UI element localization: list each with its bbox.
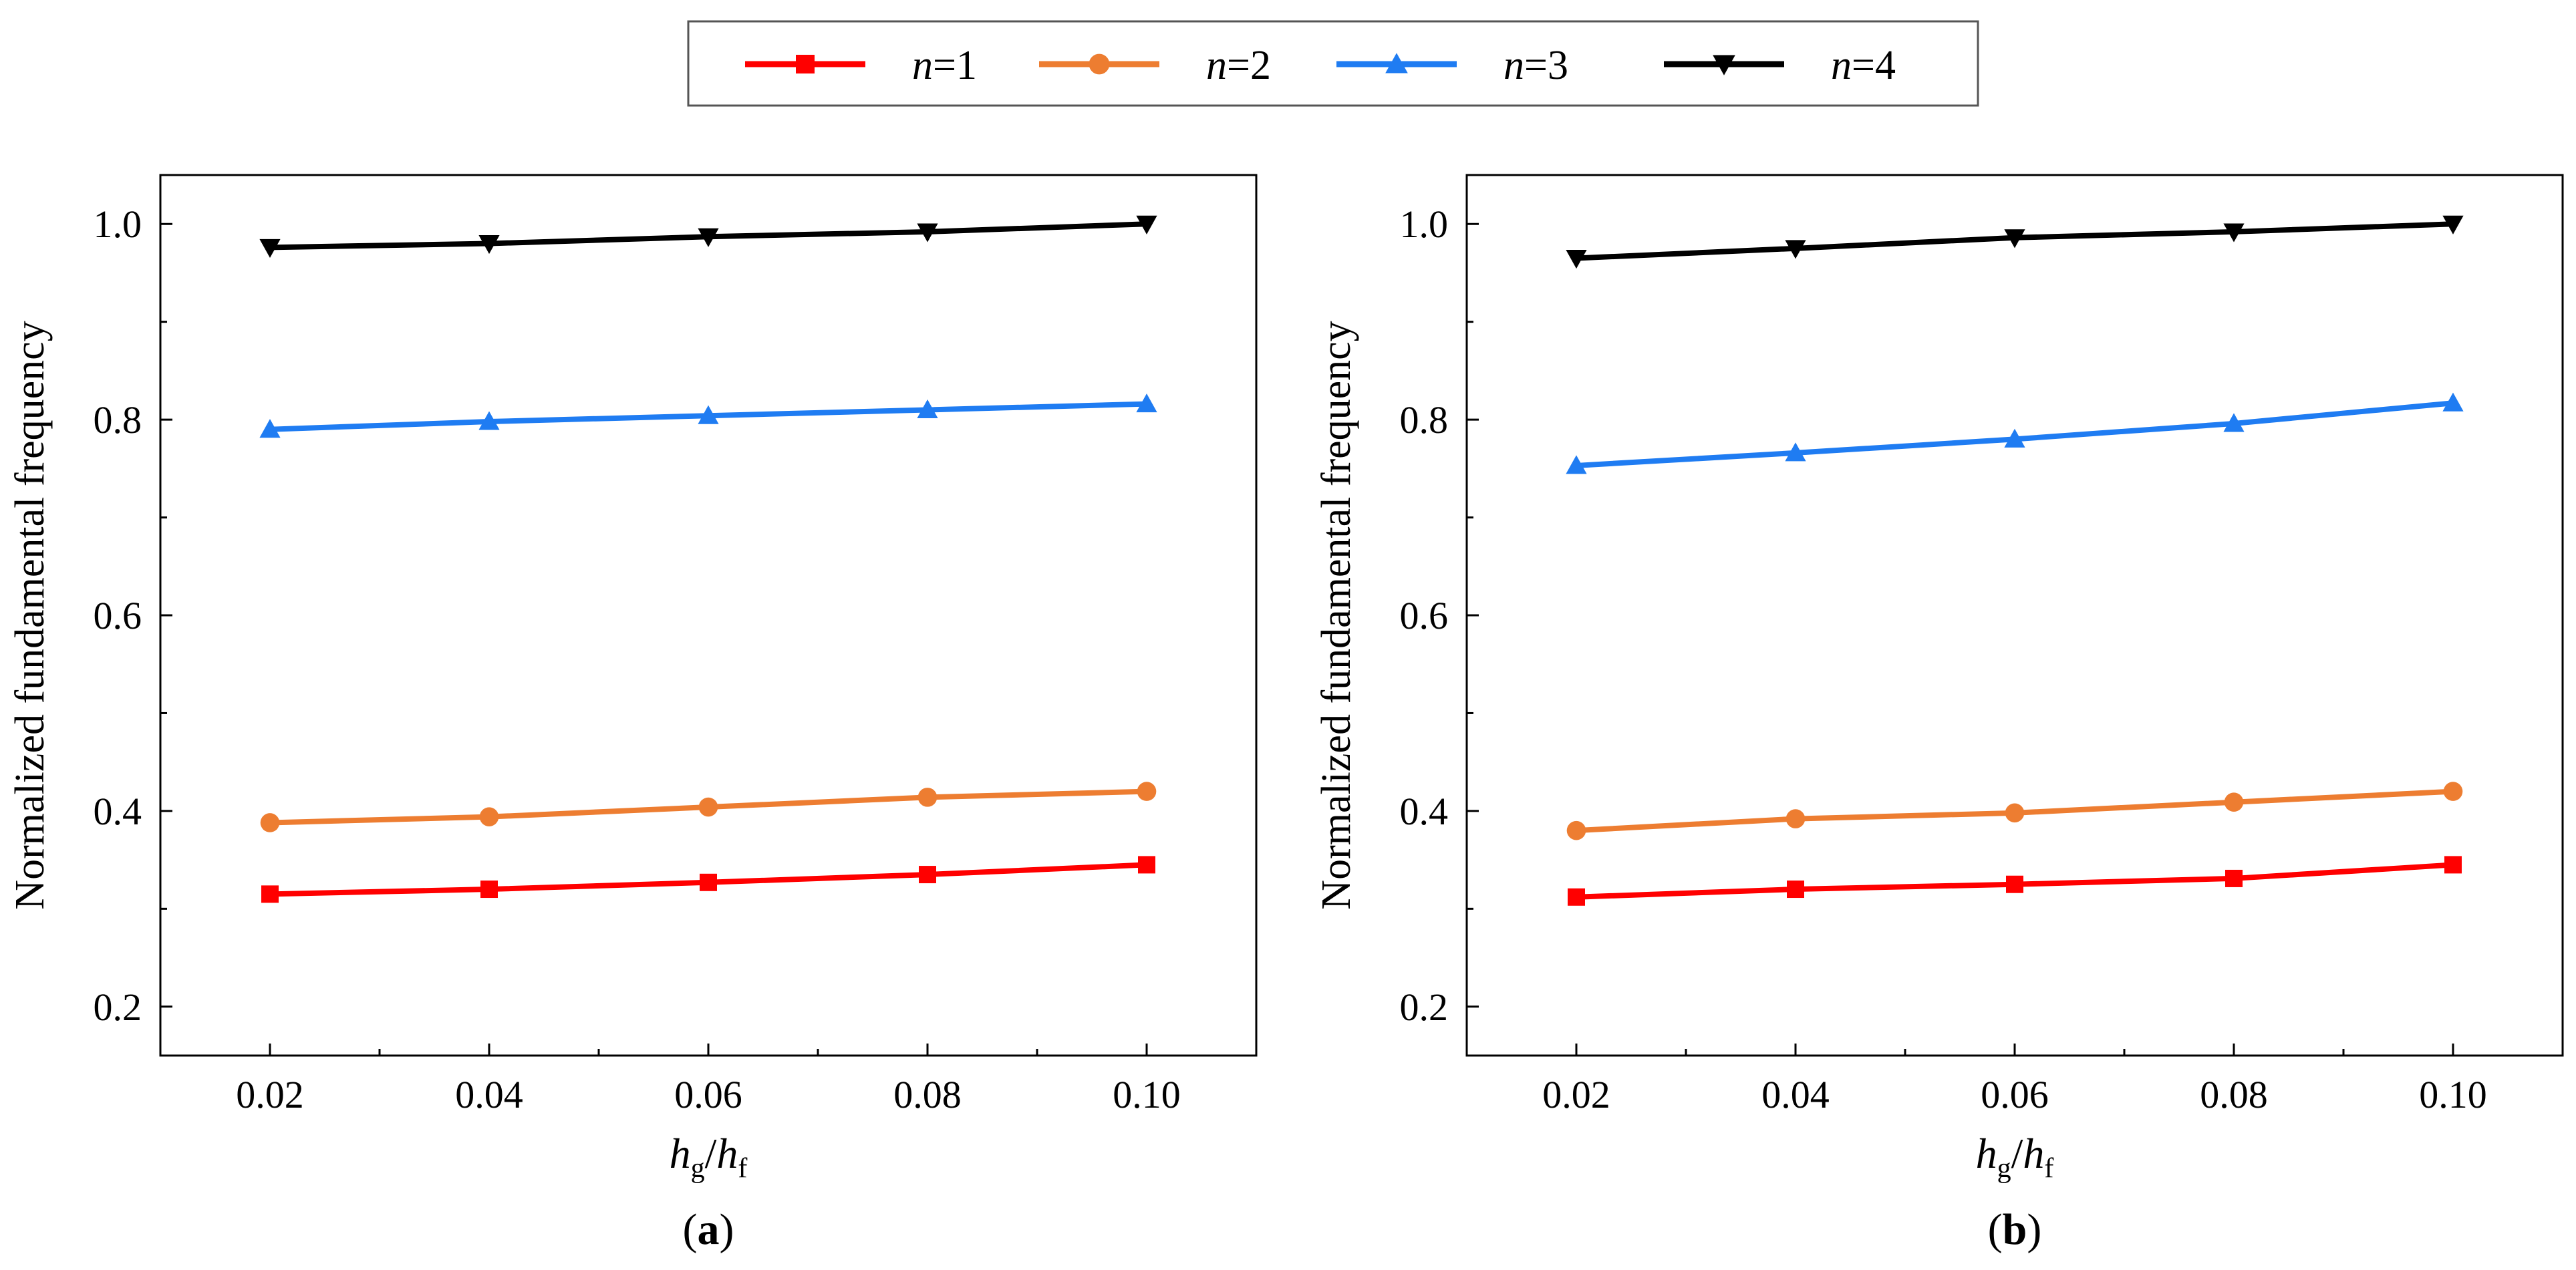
data-point: [1566, 820, 1586, 840]
x-tick-label: 0.06: [1981, 1073, 2049, 1116]
y-tick-label: 1.0: [1400, 202, 1449, 246]
series-4: [259, 215, 1157, 258]
data-point: [2006, 875, 2023, 893]
data-point: [1785, 442, 1806, 462]
data-point: [700, 873, 717, 891]
y-tick-label: 0.4: [1400, 790, 1449, 833]
data-point: [2223, 223, 2245, 243]
x-tick-label: 0.10: [2419, 1073, 2487, 1116]
legend-label: n=3: [1504, 43, 1568, 88]
x-tick-label: 0.08: [2200, 1073, 2268, 1116]
x-tick-label: 0.02: [1542, 1073, 1610, 1116]
data-point: [917, 399, 938, 418]
data-point: [478, 235, 500, 255]
data-point: [698, 228, 719, 247]
legend-frame: [687, 20, 1979, 107]
series-3: [1566, 392, 2464, 474]
legend-label: n=1: [912, 43, 977, 88]
series-2: [260, 782, 1157, 832]
y-tick-label: 1.0: [94, 202, 142, 246]
data-point: [1787, 881, 1804, 899]
data-point: [2223, 413, 2245, 432]
data-point: [1137, 782, 1157, 801]
series-3: [259, 393, 1157, 438]
legend-marker: [1713, 55, 1735, 75]
y-tick-label: 0.6: [1400, 594, 1449, 637]
y-tick-label: 0.2: [1400, 985, 1449, 1029]
data-point: [698, 405, 719, 424]
data-point: [1138, 856, 1155, 874]
data-point: [478, 411, 500, 430]
legend-item: n=1: [745, 43, 977, 88]
x-tick-label: 0.02: [236, 1073, 304, 1116]
data-point: [260, 813, 280, 832]
data-point: [479, 807, 499, 826]
data-point: [2004, 229, 2025, 249]
y-tick-label: 0.8: [1400, 398, 1449, 442]
y-tick-label: 0.6: [94, 594, 142, 637]
y-tick-label: 0.4: [94, 790, 142, 833]
data-point: [1566, 249, 1587, 269]
data-point: [1136, 215, 1157, 234]
data-point: [2005, 803, 2025, 823]
data-point: [1566, 455, 1587, 474]
data-point: [1785, 809, 1806, 828]
data-point: [480, 881, 498, 899]
data-point: [259, 239, 281, 258]
legend-marker: [796, 55, 815, 73]
legend-item: n=3: [1336, 43, 1568, 88]
panel-label: (a): [683, 1205, 734, 1254]
legend: n=1 n=2 n=3 n=4: [687, 20, 1979, 107]
legend-label: n=4: [1831, 43, 1896, 88]
legend-item: n=2: [1039, 43, 1271, 88]
y-axis-label: Normalized fundamental frequency: [1314, 321, 1359, 909]
y-tick-label: 0.2: [94, 985, 142, 1029]
x-axis-label: hg/hf: [1976, 1130, 2054, 1184]
data-point: [2442, 215, 2464, 234]
legend-marker: [1089, 53, 1110, 75]
series-2: [1566, 782, 2463, 840]
data-point: [2224, 792, 2244, 812]
panel-b: 0.2 0.4 0.6 0.8 1.0 0.02 0.04 0.06 0.08 0.10 Norma…: [1314, 174, 2564, 1254]
series-1: [261, 856, 1155, 903]
data-point: [2444, 856, 2462, 874]
data-point: [2225, 869, 2243, 887]
y-tick-label: 0.8: [94, 398, 142, 442]
data-point: [1568, 888, 1585, 906]
data-point: [259, 419, 281, 438]
data-point: [2443, 782, 2463, 801]
data-point: [917, 788, 938, 807]
panel-a: 0.2 0.4 0.6 0.8 1.0 0.02 0.04 0.06 0.08 0.10 Norma…: [7, 174, 1258, 1254]
data-point: [1136, 393, 1157, 413]
x-tick-label: 0.04: [455, 1073, 523, 1116]
x-tick-label: 0.08: [893, 1073, 962, 1116]
series-1: [1568, 856, 2462, 906]
data-point: [1785, 240, 1806, 259]
x-axis-label: hg/hf: [670, 1130, 748, 1184]
data-point: [919, 866, 936, 884]
series-4: [1566, 215, 2464, 269]
data-point: [261, 885, 279, 903]
panel-label: (b): [1988, 1205, 2042, 1254]
data-point: [698, 797, 718, 817]
data-point: [917, 223, 938, 243]
data-point: [2442, 392, 2464, 412]
x-tick-label: 0.04: [1761, 1073, 1830, 1116]
legend-label: n=2: [1206, 43, 1271, 88]
legend-marker: [1385, 53, 1408, 73]
x-tick-label: 0.10: [1113, 1073, 1181, 1116]
legend-item: n=4: [1664, 43, 1896, 88]
y-axis-label: Normalized fundamental frequency: [7, 321, 53, 909]
data-point: [2004, 428, 2025, 448]
x-tick-label: 0.06: [674, 1073, 742, 1116]
